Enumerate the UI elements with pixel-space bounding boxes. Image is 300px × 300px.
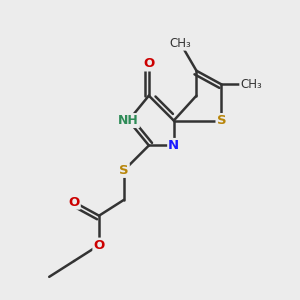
Text: O: O (68, 196, 80, 208)
Text: N: N (168, 139, 179, 152)
Text: O: O (93, 238, 105, 252)
Text: S: S (119, 164, 129, 177)
Text: CH₃: CH₃ (240, 78, 262, 91)
Text: NH: NH (118, 114, 139, 127)
Text: CH₃: CH₃ (170, 37, 191, 50)
Text: S: S (217, 114, 226, 127)
Text: O: O (143, 57, 154, 70)
